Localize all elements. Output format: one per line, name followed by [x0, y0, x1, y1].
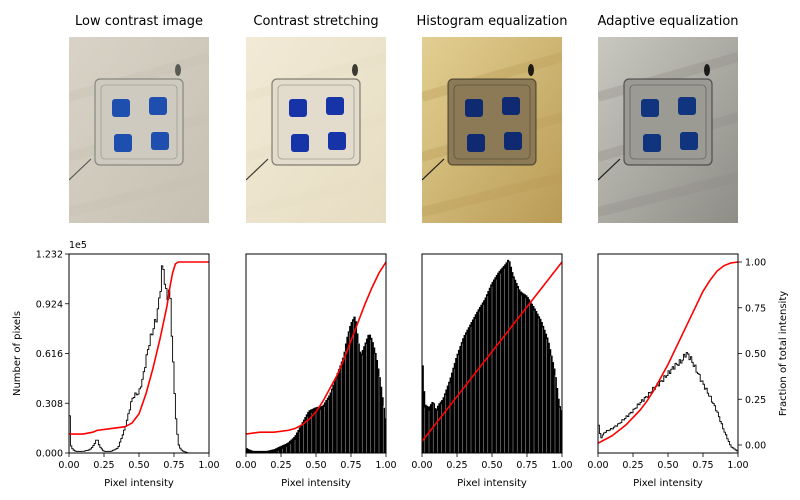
blue-square-4 — [504, 132, 522, 150]
y2-tick-label: 0.25 — [745, 395, 766, 406]
x-tick-label: 0.75 — [340, 460, 361, 471]
y-tick-label: 1.232 — [36, 250, 63, 261]
photo-svg-1 — [69, 37, 209, 223]
x-tick-label: 1.00 — [727, 460, 748, 471]
blue-square-3 — [291, 134, 309, 152]
blue-square-1 — [112, 99, 130, 117]
histogram-panel-4: 0.00 0.25 0.50 0.75 1.00 Pixel intensity 0.00 0… — [587, 253, 789, 489]
panel-title-4: Adaptive equalization — [597, 14, 739, 29]
dark-spot — [528, 64, 534, 76]
glass-slide-inner — [100, 84, 178, 160]
x-tick-label: 0.50 — [305, 460, 326, 471]
panel-title-2: Contrast stretching — [253, 14, 379, 29]
panel-title-1: Low contrast image — [75, 14, 203, 29]
blue-square-3 — [114, 134, 132, 152]
x-tick-label: 0.00 — [411, 460, 432, 471]
blue-square-3 — [643, 134, 661, 152]
histogram-panel-3: 0.00 0.25 0.50 0.75 1.00 Pixel intensity — [411, 253, 573, 489]
x-axis-label: Pixel intensity — [281, 478, 351, 489]
x-tick-label: 0.00 — [58, 460, 79, 471]
blue-square-4 — [680, 132, 698, 150]
photo-low-contrast — [69, 37, 209, 223]
dark-spot — [352, 64, 358, 76]
blue-square-4 — [151, 132, 169, 150]
x-axis-label: Pixel intensity — [457, 478, 527, 489]
dark-spot — [704, 64, 710, 76]
blue-square-1 — [465, 99, 483, 117]
x-tick-label: 0.50 — [481, 460, 502, 471]
x-tick-label: 0.75 — [163, 460, 184, 471]
y-axis-label: Number of pixels — [12, 311, 23, 396]
histogram-bars — [597, 352, 739, 454]
cdf-line — [69, 261, 209, 435]
needle-line — [598, 158, 621, 181]
x-tick-label: 1.00 — [198, 460, 219, 471]
x-tick-label: 0.75 — [516, 460, 537, 471]
x-tick-label: 0.50 — [128, 460, 149, 471]
needle-line — [422, 158, 445, 181]
photo-histogram-equalization — [422, 37, 562, 223]
y-scale-label: 1e5 — [69, 240, 87, 251]
blue-square-1 — [641, 99, 659, 117]
photo-adaptive-equalization — [598, 37, 738, 223]
histogram-bars — [68, 265, 209, 454]
glass-slide-inner — [629, 84, 707, 160]
x-tick-label: 0.00 — [235, 460, 256, 471]
cdf-line — [245, 261, 387, 435]
blue-square-2 — [149, 97, 167, 115]
y2-tick-label: 1.00 — [745, 258, 766, 269]
axes-frame — [68, 253, 210, 454]
photo-contrast-stretching — [246, 37, 386, 223]
cdf-line — [421, 261, 563, 442]
needle-line — [246, 158, 269, 181]
y-tick-label: 0.924 — [36, 299, 63, 310]
x-tick-label: 0.25 — [270, 460, 291, 471]
x-tick-label: 0.50 — [657, 460, 678, 471]
x-tick-label: 0.00 — [587, 460, 608, 471]
dark-spot — [175, 64, 181, 76]
y2-tick-label: 0.75 — [745, 303, 766, 314]
y2-tick-label: 0.00 — [745, 441, 766, 452]
glass-slide-inner — [277, 84, 355, 160]
blue-square-2 — [326, 97, 344, 115]
x-tick-label: 0.25 — [93, 460, 114, 471]
needle-line — [69, 158, 92, 181]
blue-square-2 — [678, 97, 696, 115]
x-axis-label: Pixel intensity — [104, 478, 174, 489]
photo-svg-3 — [422, 37, 562, 223]
histogram-panel-2: 0.00 0.25 0.50 0.75 1.00 Pixel intensity — [235, 253, 397, 489]
y2-tick-label: 0.50 — [745, 349, 766, 360]
y-tick-label: 0.616 — [36, 349, 63, 360]
photo-svg-4 — [598, 37, 738, 223]
blue-square-1 — [289, 99, 307, 117]
blue-square-4 — [328, 132, 346, 150]
x-axis-label: Pixel intensity — [633, 478, 703, 489]
histogram-panel-1: 0.00 0.25 0.50 0.75 1.00 Pixel intensity 0.000… — [12, 240, 220, 489]
y2-axis-label: Fraction of total intensity — [778, 291, 789, 416]
x-tick-label: 1.00 — [551, 460, 572, 471]
x-tick-label: 0.75 — [692, 460, 713, 471]
glass-slide-inner — [453, 84, 531, 160]
blue-square-2 — [502, 97, 520, 115]
panel-title-3: Histogram equalization — [416, 14, 568, 29]
photo-svg-2 — [246, 37, 386, 223]
y-tick-label: 0.000 — [36, 449, 63, 460]
y-tick-label: 0.308 — [36, 399, 63, 410]
x-tick-label: 0.25 — [622, 460, 643, 471]
x-tick-label: 1.00 — [375, 460, 396, 471]
x-tick-label: 0.25 — [446, 460, 467, 471]
blue-square-3 — [467, 134, 485, 152]
cdf-line — [597, 261, 739, 444]
